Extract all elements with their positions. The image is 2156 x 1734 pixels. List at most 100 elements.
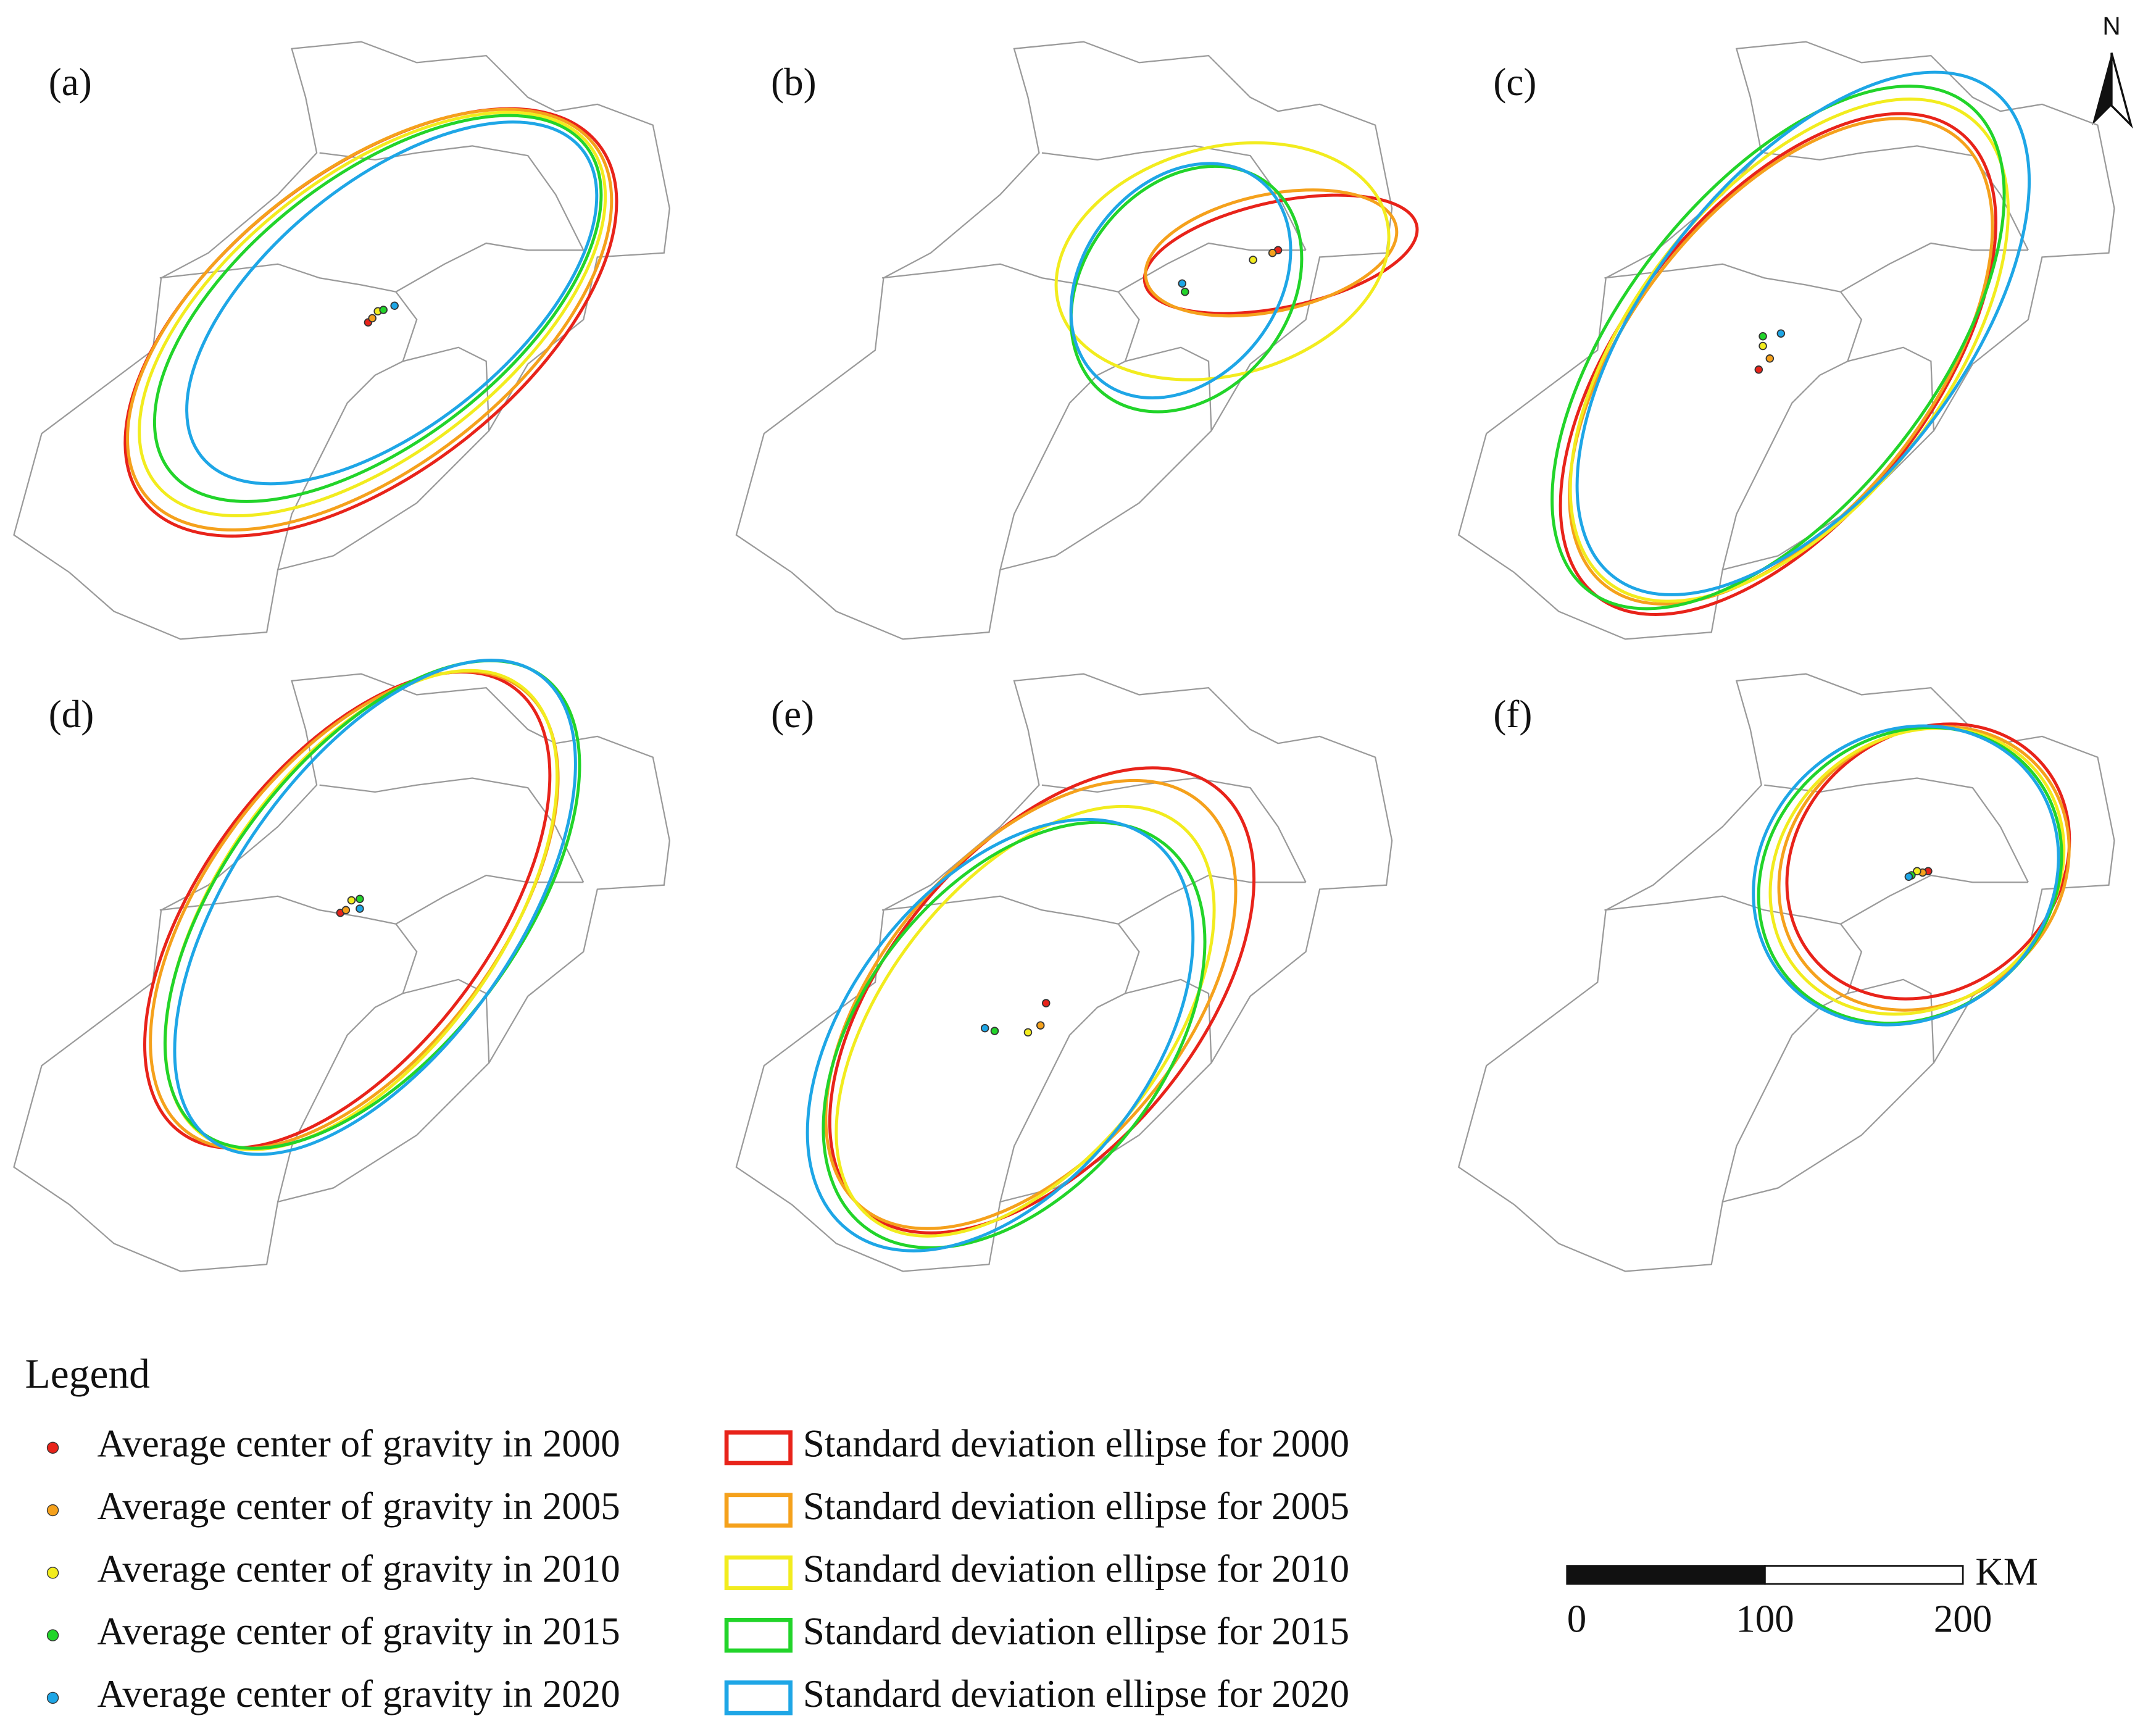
map-panel: (d) xyxy=(13,659,670,1272)
gravity-center xyxy=(1759,341,1767,351)
gravity-center xyxy=(1904,872,1913,882)
sd-ellipse xyxy=(149,670,560,1151)
legend-dot xyxy=(46,1629,59,1641)
gravity-center xyxy=(356,904,364,913)
gravity-center xyxy=(379,306,388,314)
legend-ellipse-swatch xyxy=(724,1617,793,1653)
sd-ellipse xyxy=(1144,188,1399,318)
region-boundary xyxy=(395,874,584,925)
region-boundary xyxy=(1041,777,1307,883)
panel-label: (c) xyxy=(1493,60,1536,104)
scale-bar-segment xyxy=(1764,1565,1964,1585)
gravity-center xyxy=(1759,332,1767,341)
sd-ellipse xyxy=(185,120,599,486)
panel-label: (a) xyxy=(49,60,92,104)
gravity-center xyxy=(368,314,377,323)
legend-ellipse-swatch xyxy=(724,1493,793,1528)
legend-dot xyxy=(46,1441,59,1454)
sd-ellipse xyxy=(152,114,603,503)
region-boundary xyxy=(1118,874,1306,925)
gravity-center xyxy=(1036,1021,1045,1030)
region-boundary xyxy=(395,242,584,293)
legend-dot xyxy=(46,1504,59,1517)
panel-label: (d) xyxy=(49,693,94,736)
legend-point-label: Average center of gravity in 2020 xyxy=(98,1672,620,1715)
gravity-center xyxy=(390,301,399,310)
gravity-center xyxy=(1754,365,1763,374)
gravity-center xyxy=(341,906,351,915)
panel-label: (e) xyxy=(771,693,814,736)
gravity-center xyxy=(1268,248,1277,257)
sd-ellipse xyxy=(1785,722,2071,1001)
region-boundary xyxy=(1764,145,2029,251)
gravity-center xyxy=(1913,867,1921,876)
sd-ellipse xyxy=(822,820,1207,1249)
gravity-center xyxy=(347,896,356,905)
gravity-center xyxy=(1776,329,1786,338)
region-boundary xyxy=(319,777,585,883)
gravity-center xyxy=(990,1027,999,1035)
region-boundary xyxy=(1604,263,1863,570)
sd-ellipse xyxy=(1069,162,1292,400)
region-outline xyxy=(1457,673,2115,1272)
legend-ellipse-label: Standard deviation ellipse for 2010 xyxy=(803,1547,1349,1590)
sd-ellipse xyxy=(1069,165,1304,414)
region-boundary xyxy=(1125,978,1212,1063)
north-arrow: N xyxy=(2092,12,2133,129)
map-panel: (a) xyxy=(13,41,670,640)
legend-ellipse-label: Standard deviation ellipse for 2015 xyxy=(803,1610,1349,1653)
legend-ellipse-swatch xyxy=(724,1430,793,1465)
north-arrow-left xyxy=(2092,52,2112,125)
region-boundary xyxy=(882,895,1140,1203)
legend-ellipse-label: Standard deviation ellipse for 2005 xyxy=(803,1485,1349,1528)
region-boundary xyxy=(1041,145,1307,251)
sd-ellipse xyxy=(1752,724,2060,1027)
region-boundary xyxy=(1764,777,2029,883)
region-boundary xyxy=(319,145,585,251)
gravity-center xyxy=(1023,1028,1033,1037)
legend-dot xyxy=(46,1691,59,1704)
region-boundary xyxy=(1118,242,1306,293)
legend-point-label: Average center of gravity in 2015 xyxy=(98,1610,620,1653)
north-arrow-right xyxy=(2110,52,2133,129)
gravity-center xyxy=(1041,999,1051,1007)
scale-tick-label: 200 xyxy=(1934,1597,1992,1640)
legend-ellipse-label: Standard deviation ellipse for 2020 xyxy=(803,1672,1349,1715)
map-panel: (c) xyxy=(1457,41,2115,640)
map-panel: (e) xyxy=(735,673,1393,1272)
map-panel: (f) xyxy=(1457,673,2115,1272)
legend-point-label: Average center of gravity in 2010 xyxy=(98,1547,620,1590)
region-boundary xyxy=(1125,346,1212,431)
gravity-center xyxy=(1178,279,1187,288)
sd-ellipse xyxy=(143,670,552,1150)
legend-point-label: Average center of gravity in 2000 xyxy=(98,1422,620,1465)
legend-ellipse-swatch xyxy=(724,1680,793,1715)
region-outline xyxy=(735,41,1393,640)
map-panel: (b) xyxy=(735,41,1419,640)
legend-title: Legend xyxy=(25,1351,150,1397)
panel-label: (f) xyxy=(1493,693,1532,736)
region-boundary xyxy=(402,978,490,1063)
region-boundary xyxy=(402,346,490,431)
legend-dot xyxy=(46,1567,59,1579)
gravity-center xyxy=(1181,287,1189,296)
region-boundary xyxy=(1604,895,1863,1203)
legend-ellipse-label: Standard deviation ellipse for 2000 xyxy=(803,1422,1349,1465)
gravity-center xyxy=(980,1023,989,1033)
sd-ellipse xyxy=(1054,141,1391,381)
sd-ellipse xyxy=(1575,70,2031,596)
region-boundary xyxy=(159,895,418,1203)
region-outline xyxy=(13,673,670,1272)
scale-bar-segment xyxy=(1566,1565,1766,1585)
gravity-center xyxy=(356,894,364,904)
sd-ellipse xyxy=(138,110,607,517)
region-boundary xyxy=(1840,874,2028,925)
panel-label: (b) xyxy=(771,60,816,104)
region-boundary xyxy=(882,263,1140,570)
sd-ellipse xyxy=(1550,85,2006,611)
legend-point-label: Average center of gravity in 2005 xyxy=(98,1485,620,1528)
scale-unit: KM xyxy=(1975,1550,2038,1593)
sd-ellipse xyxy=(1568,117,1994,606)
